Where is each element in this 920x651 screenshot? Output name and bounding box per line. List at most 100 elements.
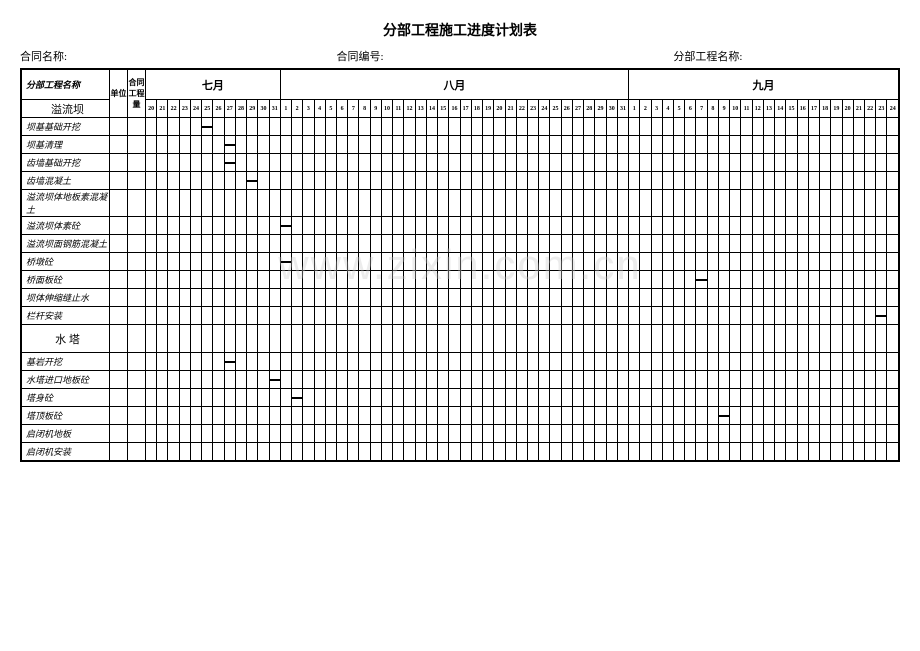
day-cell xyxy=(336,371,347,389)
day-cell xyxy=(617,353,628,371)
day-cell xyxy=(741,172,752,190)
day-cell xyxy=(887,371,899,389)
day-cell xyxy=(415,389,426,407)
day-cell xyxy=(842,217,853,235)
task-name: 溢流坝面钢筋混凝土 xyxy=(22,235,110,253)
day-cell xyxy=(572,271,583,289)
day-cell xyxy=(460,172,471,190)
day-cell xyxy=(370,136,381,154)
day-cell xyxy=(179,172,190,190)
day-cell xyxy=(617,289,628,307)
day-cell xyxy=(651,172,662,190)
day-cell xyxy=(775,371,786,389)
day-cell xyxy=(876,407,887,425)
day-cell xyxy=(471,307,482,325)
day-cell xyxy=(842,190,853,217)
day-cell xyxy=(853,307,864,325)
day-cell xyxy=(460,371,471,389)
day-cell xyxy=(471,253,482,271)
day-cell xyxy=(640,371,651,389)
unit-cell xyxy=(110,371,128,389)
day-cell xyxy=(213,154,224,172)
day-cell xyxy=(662,353,673,371)
day-cell xyxy=(146,371,157,389)
day-cell xyxy=(325,425,336,443)
qty-cell xyxy=(128,407,146,425)
day-cell xyxy=(449,407,460,425)
day-cell xyxy=(426,307,437,325)
day-cell xyxy=(516,253,527,271)
day-cell xyxy=(336,289,347,307)
qty-cell xyxy=(128,353,146,371)
day-cell xyxy=(494,443,505,461)
day-cell xyxy=(820,325,831,353)
day-cell xyxy=(235,443,246,461)
day-cell xyxy=(865,172,876,190)
day-cell xyxy=(887,217,899,235)
day-cell xyxy=(561,190,572,217)
day-cell xyxy=(662,271,673,289)
day-cell xyxy=(617,307,628,325)
day-cell xyxy=(269,172,280,190)
day-cell xyxy=(336,389,347,407)
day-cell xyxy=(527,371,538,389)
day-cell xyxy=(168,325,179,353)
day-cell xyxy=(808,289,819,307)
day-cell xyxy=(662,217,673,235)
day-header: 21 xyxy=(505,100,516,118)
day-cell xyxy=(393,353,404,371)
day-cell xyxy=(707,154,718,172)
day-cell xyxy=(494,190,505,217)
day-cell xyxy=(460,407,471,425)
day-cell xyxy=(292,407,303,425)
day-cell xyxy=(505,190,516,217)
day-cell xyxy=(640,353,651,371)
day-cell xyxy=(808,154,819,172)
day-header: 19 xyxy=(831,100,842,118)
day-cell xyxy=(190,172,201,190)
day-cell xyxy=(696,217,707,235)
day-cell xyxy=(224,271,235,289)
day-cell xyxy=(190,371,201,389)
day-cell xyxy=(527,154,538,172)
day-cell xyxy=(584,407,595,425)
task-row: 坝基基础开挖 xyxy=(22,118,899,136)
qty-cell xyxy=(128,253,146,271)
day-cell xyxy=(494,389,505,407)
day-cell xyxy=(887,353,899,371)
day-cell xyxy=(146,425,157,443)
day-cell xyxy=(190,154,201,172)
day-cell xyxy=(831,289,842,307)
day-cell xyxy=(280,425,291,443)
day-cell xyxy=(730,407,741,425)
day-cell xyxy=(696,371,707,389)
day-cell xyxy=(415,154,426,172)
day-cell xyxy=(505,154,516,172)
day-cell xyxy=(797,235,808,253)
day-cell xyxy=(640,425,651,443)
day-cell xyxy=(426,289,437,307)
day-cell xyxy=(168,172,179,190)
day-cell xyxy=(269,443,280,461)
day-cell xyxy=(157,325,168,353)
day-cell xyxy=(314,172,325,190)
day-cell xyxy=(449,118,460,136)
day-cell xyxy=(494,217,505,235)
day-cell xyxy=(224,235,235,253)
day-cell xyxy=(640,271,651,289)
day-cell xyxy=(438,217,449,235)
day-header: 12 xyxy=(404,100,415,118)
qty-cell xyxy=(128,307,146,325)
header-row: 合同名称: 合同编号: 分部工程名称: xyxy=(20,48,900,64)
day-cell xyxy=(381,118,392,136)
day-cell xyxy=(303,217,314,235)
day-cell xyxy=(190,407,201,425)
day-cell xyxy=(752,154,763,172)
day-cell xyxy=(471,136,482,154)
day-cell xyxy=(505,289,516,307)
day-header: 16 xyxy=(449,100,460,118)
day-cell xyxy=(516,371,527,389)
day-cell xyxy=(651,325,662,353)
day-cell xyxy=(865,353,876,371)
day-cell xyxy=(213,353,224,371)
